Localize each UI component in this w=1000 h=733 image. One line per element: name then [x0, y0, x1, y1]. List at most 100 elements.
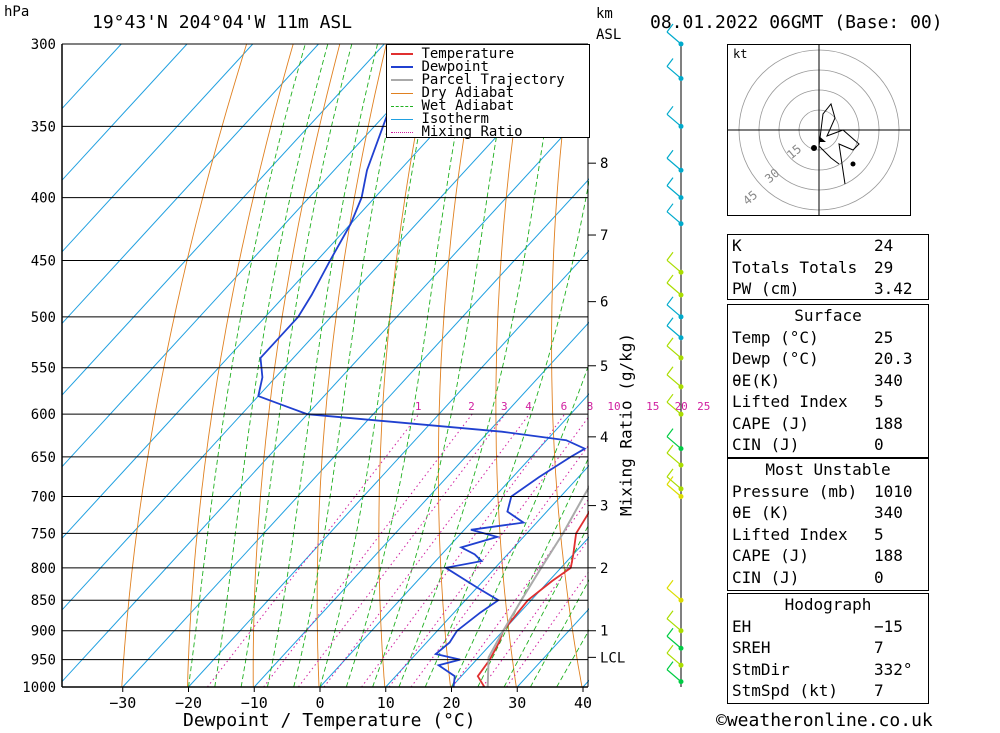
legend-label: Parcel Trajectory	[421, 72, 565, 88]
site-link[interactable]: weatheronline.co.uk	[726, 710, 933, 731]
legend-label: Mixing Ratio	[421, 124, 523, 140]
dry-adiabat	[551, 44, 583, 687]
hodograph-storm-motion-marker	[819, 136, 826, 142]
hodograph-unit: kt	[733, 47, 747, 61]
most-unstable-table: Most Unstable Pressure (mb) 1010 θE (K) 34…	[727, 458, 929, 591]
wet-adiabat	[188, 44, 306, 687]
pressure-tick-label: 450	[31, 254, 56, 270]
surface-row: Lifted Index 5	[732, 392, 884, 411]
hodograph-table: Hodograph EH −15 SREH 7 StmDir 332° StmSpd …	[727, 593, 929, 704]
wind-barb	[666, 66, 682, 79]
mixing-ratio-label: 15	[646, 400, 659, 413]
km-tick-label: 4	[600, 430, 608, 446]
wind-barb-feather	[666, 203, 674, 213]
km-asl-label: ASL	[596, 27, 622, 43]
isotherm-line	[451, 536, 589, 687]
index-row: Totals Totals 29	[732, 257, 894, 277]
wind-barb-feather	[666, 476, 674, 485]
mixing-ratio-label: 8	[587, 400, 594, 413]
wind-barb-feather	[666, 177, 674, 187]
legend-label: Wet Adiabat	[421, 98, 515, 114]
wind-barb	[666, 452, 682, 466]
wind-level-dot	[678, 462, 684, 468]
km-tick-label: 8	[600, 156, 608, 172]
dry-adiabat	[437, 44, 481, 687]
wet-adiabat	[503, 523, 589, 687]
wet-adiabat	[530, 579, 589, 687]
wind-level-dot	[678, 446, 684, 452]
isotherm-line	[62, 106, 589, 683]
wind-barb	[666, 476, 682, 490]
isotherm-line	[122, 178, 589, 687]
km-tick-label: 6	[600, 295, 608, 311]
axis-layer: 1 2 3 4 6 8 10 15 20 2530035040045050055060065070…	[22, 37, 710, 712]
hodograph-table-title: Hodograph	[784, 595, 872, 614]
mixing-ratio-line	[263, 413, 473, 687]
hodograph-row: StmSpd (kt) 7	[732, 681, 884, 700]
x-tick-label: 30	[508, 694, 526, 712]
most-unstable-row: Lifted Index 5	[732, 524, 884, 544]
pressure-tick-label: 500	[31, 310, 56, 326]
wet-adiabat	[451, 362, 589, 687]
wind-barb	[666, 259, 682, 273]
hpa-unit-label: hPa	[4, 4, 30, 20]
wet-adiabat	[398, 44, 559, 687]
pressure-tick-label: 1000	[22, 680, 56, 696]
most-unstable-title: Most Unstable	[765, 460, 891, 479]
copyright-footer[interactable]: ©weatheronline.co.uk	[716, 710, 933, 731]
wind-level-dot	[678, 628, 684, 634]
wind-barb-feather	[666, 468, 674, 478]
legend-label: Dry Adiabat	[421, 85, 515, 101]
surface-row: θE(K) 340	[732, 370, 903, 390]
wind-barb-feather	[666, 149, 674, 159]
pressure-tick-label: 300	[31, 37, 56, 53]
wind-barb-feather	[666, 644, 674, 654]
wind-barb-feather	[666, 23, 674, 33]
wind-barb	[666, 211, 682, 225]
isotherm-line	[253, 321, 589, 687]
legend-label: Dewpoint	[421, 59, 489, 75]
km-tick-label: 7	[600, 228, 608, 244]
series-lines	[257, 44, 589, 687]
wind-level-dot	[678, 195, 684, 201]
wind-barb-feather	[666, 296, 674, 306]
wind-profile	[666, 23, 684, 687]
pressure-tick-label: 400	[31, 191, 56, 207]
dry-adiabat	[495, 44, 527, 687]
dry-adiabat	[252, 44, 341, 687]
wind-barb-feather	[666, 337, 674, 347]
surface-row: CIN (J) 0	[732, 435, 884, 454]
wind-barb	[666, 635, 682, 649]
wind-level-dot	[678, 384, 684, 390]
parcel-trajectory-line	[486, 485, 589, 687]
x-tick-label: −30	[109, 694, 136, 712]
x-tick-label: −20	[175, 694, 202, 712]
wind-level-dot	[678, 679, 684, 685]
wind-level-dot	[678, 221, 684, 227]
wind-barb	[666, 618, 682, 632]
wet-adiabat	[240, 44, 353, 687]
mixing-ratio-label: 1	[415, 400, 422, 413]
wind-level-dot	[678, 123, 684, 129]
km-tick-label: LCL	[600, 650, 625, 666]
legend-item: Dewpoint	[391, 59, 489, 75]
mixing-ratio-axis-label: Mixing Ratio (g/kg)	[616, 332, 636, 517]
hodograph-row: EH −15	[732, 616, 903, 636]
isotherm-line	[62, 44, 254, 253]
most-unstable-row: CIN (J) 0	[732, 567, 884, 587]
wind-barb	[666, 401, 682, 415]
most-unstable-row: CAPE (J) 188	[732, 546, 903, 565]
wind-level-dot	[678, 411, 684, 417]
x-tick-label: −10	[241, 694, 268, 712]
wind-level-dot	[678, 75, 684, 81]
wind-barb-feather	[666, 579, 674, 589]
wind-barb	[666, 436, 682, 450]
wind-barb-feather	[666, 393, 674, 403]
wind-barb-feather	[666, 251, 674, 261]
isotherm-line	[62, 44, 451, 468]
wind-barb-feather	[666, 444, 674, 454]
wet-adiabat	[477, 455, 589, 687]
wind-barb	[666, 185, 682, 199]
pressure-tick-label: 600	[31, 407, 56, 423]
legend-item: Mixing Ratio	[391, 124, 523, 140]
